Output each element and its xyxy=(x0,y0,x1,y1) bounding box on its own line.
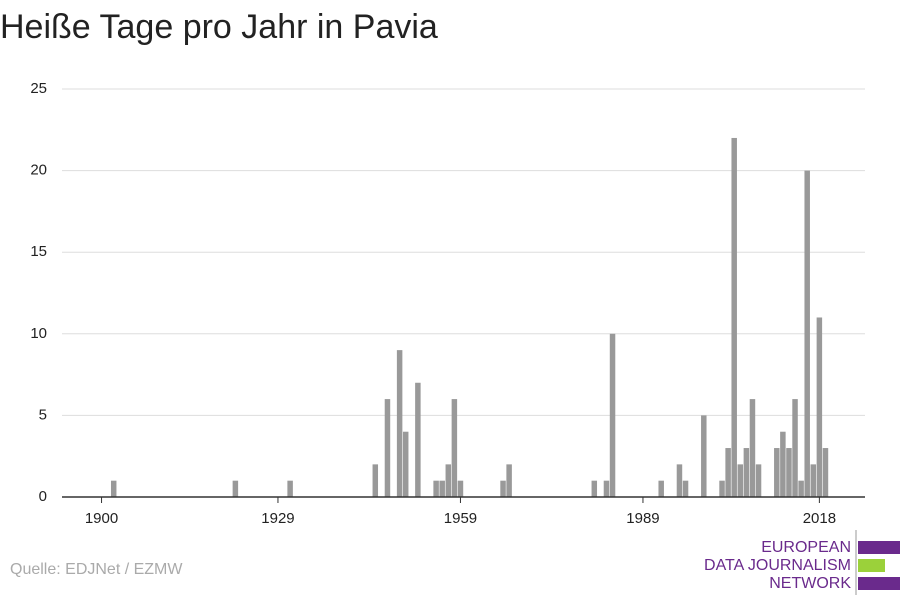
bar xyxy=(445,464,452,497)
bar xyxy=(810,464,817,497)
logo: EUROPEAN DATA JOURNALISM NETWORK xyxy=(704,530,900,595)
bar xyxy=(780,431,786,497)
bar xyxy=(737,464,744,497)
bar xyxy=(603,480,610,497)
x-tick-label: 1959 xyxy=(444,510,477,527)
bar xyxy=(591,480,598,497)
bar xyxy=(676,464,683,497)
logo-text: EUROPEAN xyxy=(761,539,851,556)
bar xyxy=(749,399,756,497)
logo-bar xyxy=(858,559,885,572)
x-tick-label: 1900 xyxy=(85,510,118,527)
bar xyxy=(804,170,810,497)
y-tick-label: 15 xyxy=(30,243,47,260)
bar xyxy=(609,333,616,497)
bar xyxy=(372,464,379,497)
logo-text: NETWORK xyxy=(769,575,851,592)
chart-title: Heiße Tage pro Jahr in Pavia xyxy=(0,8,438,46)
logo-text: DATA JOURNALISM xyxy=(704,557,851,574)
x-tick-label: 1929 xyxy=(261,510,294,527)
bar xyxy=(816,317,823,497)
bar xyxy=(457,480,464,497)
bar xyxy=(232,480,239,497)
bar xyxy=(822,448,829,497)
bar xyxy=(774,448,780,497)
bar xyxy=(433,480,439,497)
x-tick-label: 1989 xyxy=(626,510,659,527)
bar xyxy=(506,464,512,497)
bar xyxy=(743,448,750,497)
y-tick-label: 25 xyxy=(30,80,47,97)
bar xyxy=(725,448,731,497)
bar xyxy=(402,431,409,497)
bar xyxy=(500,480,506,497)
bar xyxy=(798,480,804,497)
bar xyxy=(719,480,725,497)
bar xyxy=(792,399,798,497)
bar xyxy=(755,464,762,497)
bar xyxy=(682,480,689,497)
source: Quelle: EDJNet / EZMW xyxy=(10,561,183,578)
y-tick-label: 10 xyxy=(30,325,47,342)
bar xyxy=(384,399,391,497)
y-tick-label: 5 xyxy=(39,406,47,423)
logo-bar xyxy=(858,577,900,590)
bar xyxy=(110,480,117,497)
bar xyxy=(658,480,664,497)
bar xyxy=(439,480,445,497)
bar xyxy=(415,382,421,497)
bar xyxy=(701,415,707,497)
bar xyxy=(451,399,458,497)
logo-bar xyxy=(858,541,900,554)
x-tick-label: 2018 xyxy=(803,510,836,527)
bar xyxy=(287,480,293,497)
y-tick-label: 0 xyxy=(39,488,47,505)
bar xyxy=(731,137,737,497)
bar xyxy=(786,448,792,497)
bar xyxy=(396,350,403,497)
y-tick-label: 20 xyxy=(30,162,47,179)
